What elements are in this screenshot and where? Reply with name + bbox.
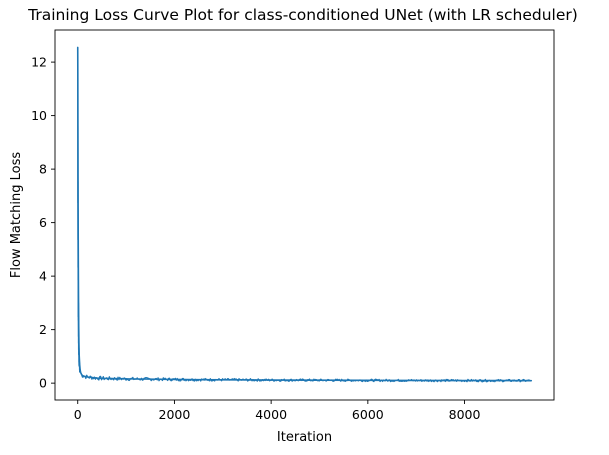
y-tick-label: 12 [31,55,47,70]
y-tick-label: 4 [39,269,47,284]
y-tick-label: 10 [31,108,47,123]
x-tick-label: 2000 [159,407,191,422]
y-axis-label: Flow Matching Loss [9,152,24,278]
chart-title: Training Loss Curve Plot for class-condi… [27,6,578,24]
axes-frame [54,29,555,401]
series-noise [80,372,531,383]
y-tick-label: 6 [39,215,47,230]
y-tick-label: 0 [39,376,47,391]
x-tick-label: 6000 [352,407,384,422]
plot-area: 0 2000 4000 6000 8000 0 2 4 6 8 10 12 [31,29,555,422]
x-tick-label: 8000 [449,407,481,422]
series-spike [77,52,81,373]
x-tick-label: 4000 [255,407,287,422]
x-tick-label: 0 [74,407,82,422]
y-tick-label: 2 [39,322,47,337]
y-tick-label: 8 [39,162,47,177]
x-axis-label: Iteration [277,430,332,445]
